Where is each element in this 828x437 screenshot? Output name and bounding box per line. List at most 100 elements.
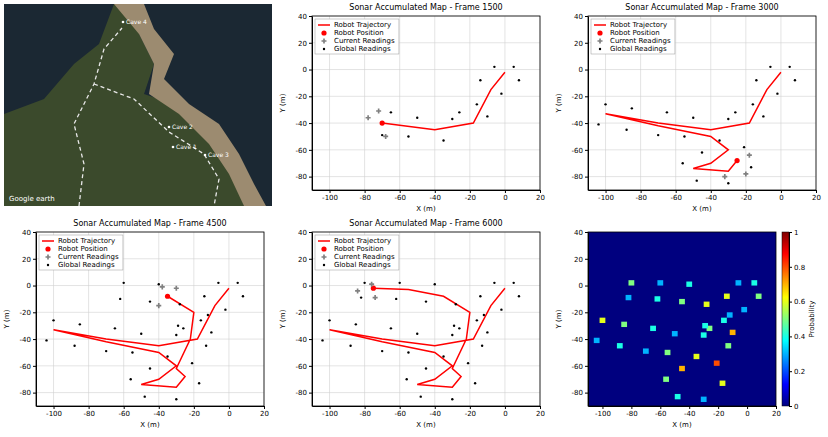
point — [207, 314, 209, 316]
legend-swatch — [321, 254, 326, 259]
y-axis-tick: 40 — [298, 229, 312, 237]
point — [451, 118, 453, 120]
point — [45, 339, 47, 341]
y-axis-tick-label: 0 — [579, 66, 583, 74]
y-axis: -80-60-40-2002040 — [572, 13, 589, 191]
point — [381, 134, 383, 136]
point — [692, 117, 694, 119]
plot-frame — [312, 232, 540, 406]
y-axis-tick-mark — [585, 312, 588, 313]
y-axis-tick: -80 — [296, 389, 312, 397]
x-axis-tick-mark — [365, 190, 366, 193]
point — [114, 327, 116, 329]
y-axis-tick-mark — [585, 70, 588, 71]
x-axis-tick: 20 — [536, 190, 545, 202]
y-axis-line — [588, 233, 589, 407]
point — [769, 66, 771, 68]
colorbar-axis-tick-label: 0 — [794, 403, 798, 411]
y-axis-tick-label: -60 — [20, 363, 31, 371]
point — [794, 79, 796, 81]
x-axis-tick: -100 — [322, 406, 338, 418]
y-axis-tick-label: -60 — [296, 363, 307, 371]
attribution: Google earth — [9, 195, 55, 203]
legend-label: Current Readings — [610, 37, 671, 45]
x-axis-line — [37, 406, 265, 407]
point — [205, 345, 207, 347]
colorbar-axis: 00.20.40.60.81 — [789, 229, 806, 411]
panel: -100-80-60-40-20020-80-60-40-200204000.2… — [555, 229, 816, 429]
x-axis-tick: -60 — [655, 406, 666, 418]
colorbar-axis-tick: 1 — [789, 229, 798, 237]
y-axis-tick-mark — [585, 393, 588, 394]
x-grid-line — [399, 232, 400, 406]
colorbar-axis-tick-label: 0.2 — [794, 368, 805, 376]
legend-box — [591, 19, 675, 54]
y-grid-line — [312, 149, 540, 150]
y-axis-tick-mark — [585, 366, 588, 367]
point — [752, 103, 754, 105]
y-axis-tick-label: -20 — [572, 309, 583, 317]
y-axis-tick-label: -60 — [296, 147, 307, 155]
y-grid-line — [36, 365, 264, 366]
colorbar-axis-tick: 0.2 — [789, 368, 805, 376]
point — [398, 282, 400, 284]
point — [500, 308, 502, 310]
point — [200, 319, 202, 321]
legend-label: Robot Trajectory — [334, 21, 391, 29]
y-axis-tick-label: 0 — [303, 66, 307, 74]
y-axis-tick-label: -40 — [296, 336, 307, 344]
point — [191, 362, 193, 364]
y-axis-tick-mark — [585, 123, 588, 124]
y-axis-tick: 0 — [27, 282, 36, 290]
legend-swatch — [45, 254, 50, 259]
x-axis-tick: -80 — [635, 190, 646, 202]
series-points — [321, 282, 520, 401]
x-axis-tick-label: 0 — [503, 410, 507, 418]
y-axis-tick: 0 — [303, 66, 312, 74]
point — [156, 303, 161, 308]
y-axis-tick-mark — [309, 177, 312, 178]
x-axis-tick: -40 — [430, 406, 441, 418]
y-axis-tick: -20 — [296, 93, 312, 101]
x-axis-tick-mark — [159, 406, 160, 409]
y-axis-tick: -40 — [20, 336, 36, 344]
point — [453, 324, 455, 326]
point — [458, 111, 460, 113]
heat-cell — [600, 318, 606, 323]
series-points — [165, 294, 170, 299]
x-grid-line — [123, 232, 124, 406]
x-axis-tick-label: -100 — [322, 410, 338, 418]
y-axis-title: Y (m) — [279, 309, 287, 329]
heat-cell — [657, 280, 663, 285]
point — [722, 174, 727, 179]
point — [518, 295, 520, 297]
colorbar-axis-tick-mark — [789, 302, 792, 303]
colorbar-title: Probability — [808, 300, 816, 337]
y-axis-tick-label: -60 — [572, 147, 583, 155]
legend-swatch — [318, 24, 330, 26]
colorbar-axis-tick-label: 0.4 — [794, 333, 806, 341]
x-axis-tick-label: 20 — [260, 410, 269, 418]
point — [236, 282, 238, 284]
y-axis-tick: -40 — [296, 120, 312, 128]
y-axis-tick: 40 — [574, 13, 588, 21]
point — [349, 345, 351, 347]
x-axis-tick-label: 0 — [227, 410, 231, 418]
y-axis-tick-label: -80 — [572, 173, 583, 181]
plot: -100-80-60-40-20020-80-60-40-2002040Robo… — [296, 13, 545, 202]
x-axis-tick: -40 — [684, 406, 695, 418]
point — [493, 282, 495, 284]
x-axis-tick: 20 — [260, 406, 269, 418]
point — [750, 166, 752, 168]
y-axis-tick: 20 — [22, 256, 36, 264]
x-axis-tick: 0 — [227, 406, 231, 418]
colorbar-axis-line — [789, 233, 790, 407]
series-points — [366, 109, 389, 139]
x-axis-tick-mark — [124, 406, 125, 409]
grid — [36, 232, 264, 406]
point — [217, 282, 219, 284]
x-axis-tick-label: -60 — [118, 410, 129, 418]
point — [105, 350, 107, 352]
point — [130, 378, 132, 380]
x-axis-tick-mark — [89, 406, 90, 409]
